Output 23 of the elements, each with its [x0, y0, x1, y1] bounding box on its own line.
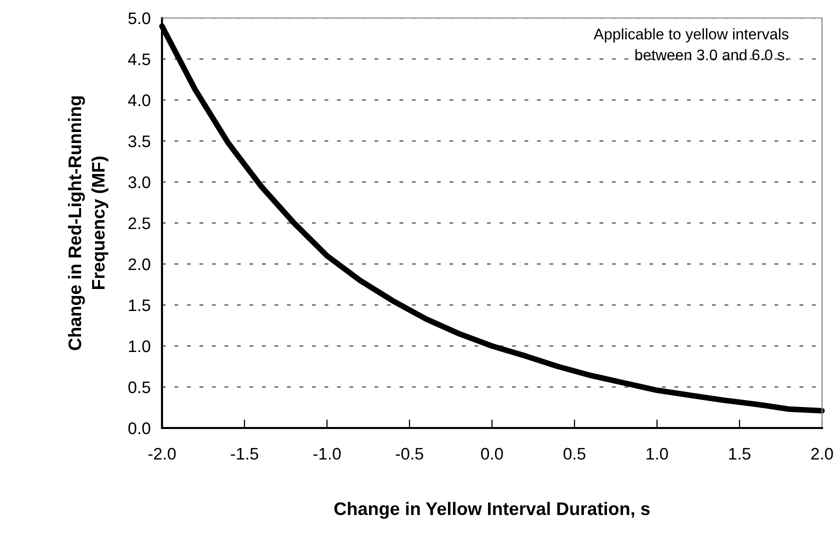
annotation: Applicable to yellow intervals between 3.0 and 6.0 s.	[594, 28, 788, 60]
y-tick-label: 3.0	[128, 176, 150, 188]
x-tick-label: 2.0	[811, 448, 833, 460]
y-tick-label: 2.5	[128, 217, 150, 230]
y-tick-label: 1.0	[128, 340, 150, 352]
y-tick-label: 4.5	[128, 54, 150, 66]
y-tick-label: 1.5	[128, 300, 150, 312]
y-tick-label: 0.0	[128, 422, 150, 434]
y-tick-label: 5.0	[128, 12, 150, 24]
x-tick-label: 0.5	[564, 448, 586, 460]
y-tick-label: 2.0	[128, 258, 150, 270]
y-tick-label: 4.0	[128, 94, 150, 106]
x-tick-label: -0.5	[396, 448, 424, 460]
y-tick-label: 0.5	[128, 381, 150, 394]
x-tick-label: 1.5	[729, 448, 750, 460]
x-tick-label: -2.0	[148, 448, 176, 460]
x-tick-label: 0.0	[481, 448, 503, 460]
x-tick-label: 1.0	[646, 448, 668, 460]
y-tick-label: 3.5	[128, 135, 150, 148]
x-tick-label: -1.5	[230, 448, 258, 460]
x-tick-label: -1.0	[313, 448, 341, 460]
y-axis-title: Change in Red-Light-Running Frequency (MF)	[68, 96, 108, 350]
x-axis-title: Change in Yellow Interval Duration, s	[334, 502, 650, 519]
